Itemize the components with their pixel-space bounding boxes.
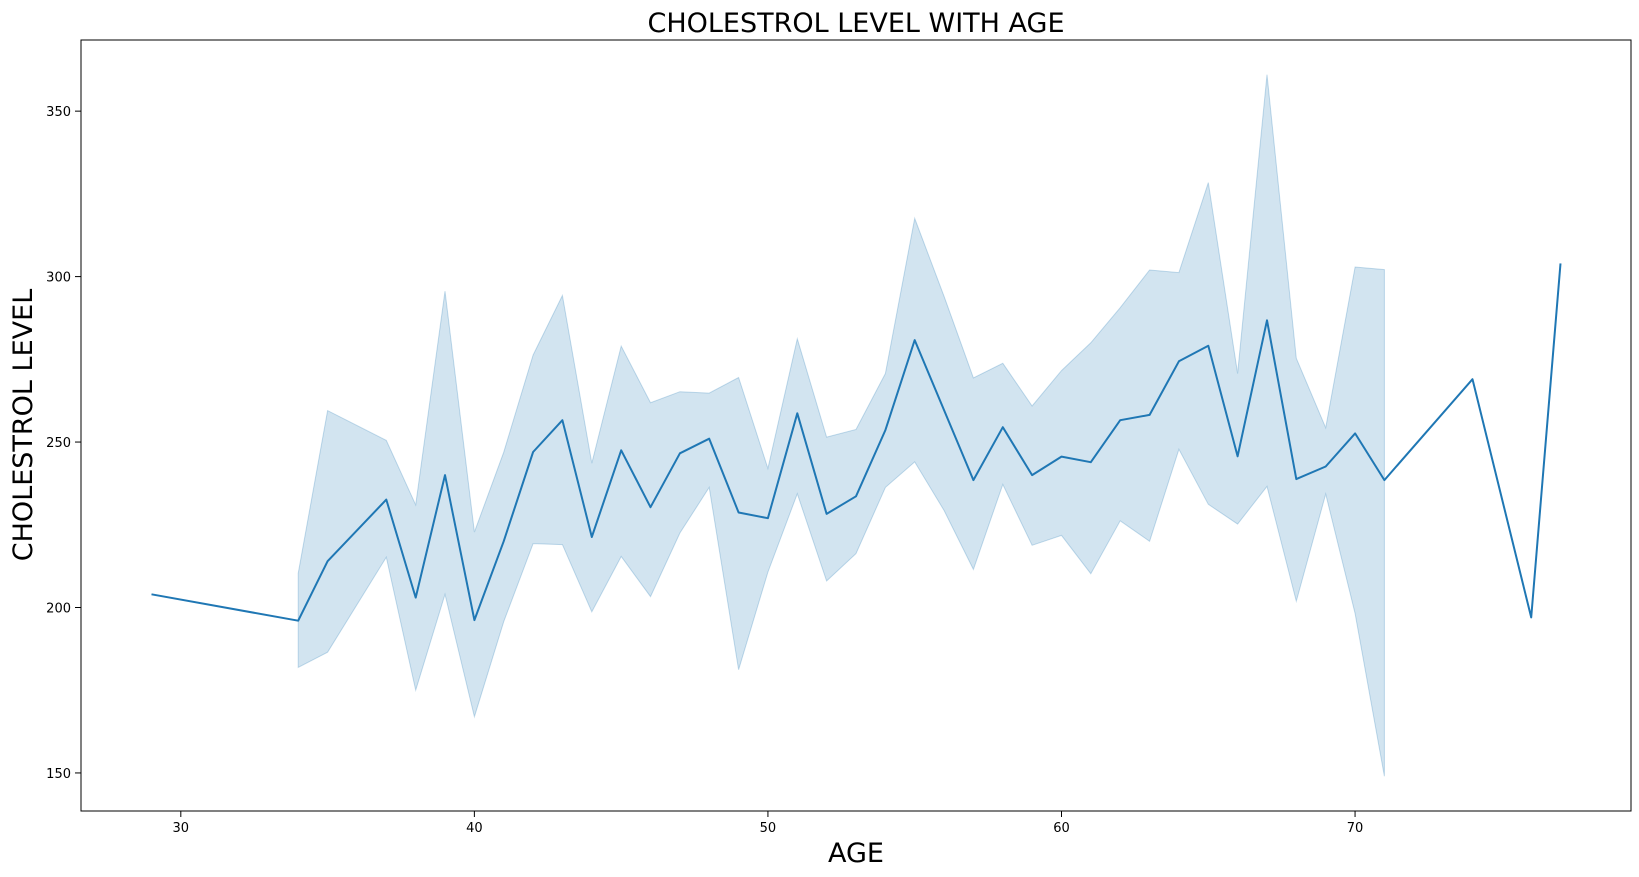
y-axis-label: CHOLESTROL LEVEL <box>8 289 39 561</box>
x-tick-label: 40 <box>466 821 483 836</box>
y-tick-label: 200 <box>46 601 71 616</box>
y-tick-label: 300 <box>46 271 71 286</box>
x-axis: 30 40 50 60 70 <box>173 811 1364 836</box>
x-tick-label: 30 <box>173 821 190 836</box>
y-axis: 150 200 250 300 350 <box>46 105 81 782</box>
x-tick-label: 70 <box>1347 821 1364 836</box>
chart-title: CHOLESTROL LEVEL WITH AGE <box>647 8 1064 39</box>
x-axis-label: AGE <box>828 838 884 869</box>
y-tick-label: 250 <box>46 436 71 451</box>
x-tick-label: 50 <box>760 821 777 836</box>
axes-frame <box>80 39 1632 812</box>
confidence-band <box>297 74 1385 777</box>
x-tick-label: 60 <box>1053 821 1070 836</box>
plot-area <box>151 74 1562 777</box>
mean-line <box>151 263 1562 622</box>
y-tick-label: 350 <box>46 105 71 120</box>
y-tick-label: 150 <box>46 767 71 782</box>
